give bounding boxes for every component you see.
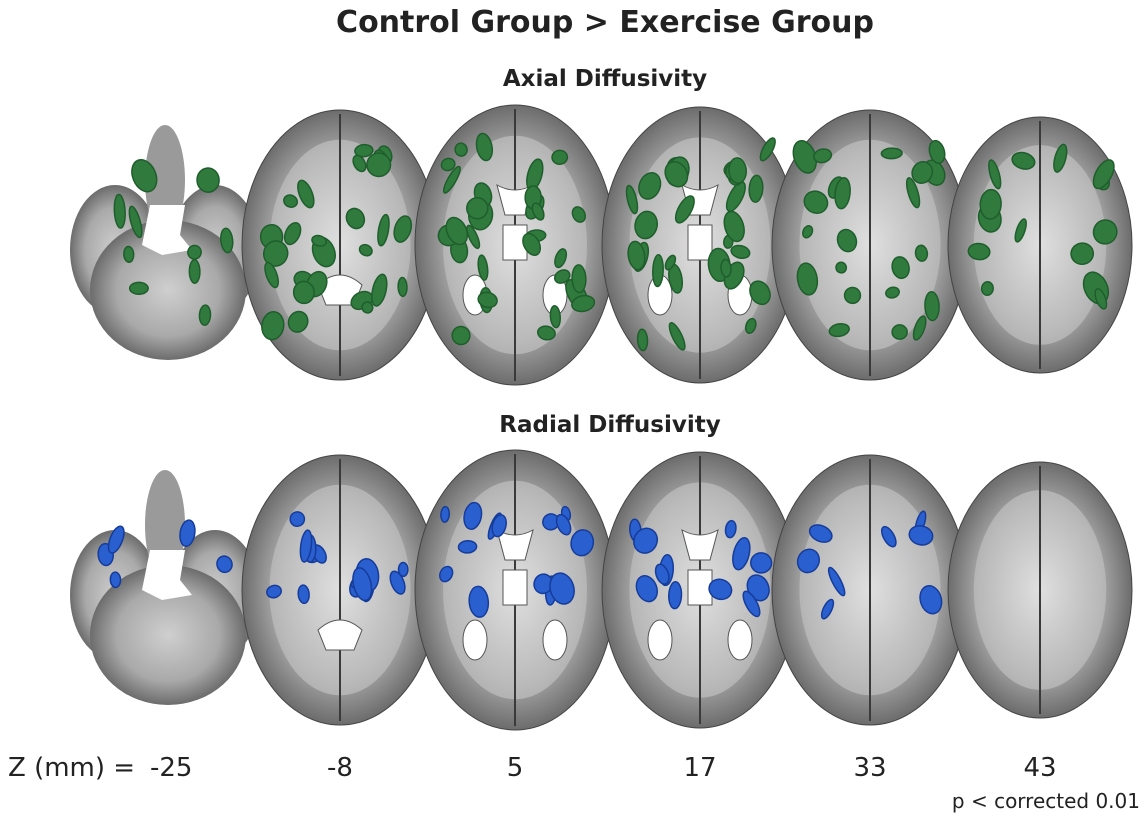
z-value: 43	[1023, 753, 1056, 783]
figure: Control Group > Exercise Group Axial Dif…	[0, 0, 1148, 813]
page: Control Group > Exercise Group Axial Dif…	[0, 0, 1148, 813]
overlay-blob	[130, 282, 149, 294]
z-value: 17	[683, 753, 716, 783]
ventricle	[688, 225, 712, 260]
ventricle	[503, 570, 527, 605]
z-value: 5	[507, 753, 524, 783]
overlay-blob	[981, 281, 994, 295]
z-labels: -25 -8 5 17 33 43	[150, 753, 1057, 783]
panel-label: Radial Diffusivity	[499, 412, 720, 438]
z-value: -25	[150, 753, 192, 783]
z-value: 33	[853, 753, 886, 783]
ventricle	[728, 620, 752, 660]
brain-slice	[772, 455, 968, 725]
overlay-blob	[552, 150, 568, 164]
overlay-blob	[467, 198, 488, 219]
brain-slice	[772, 110, 968, 380]
z-axis-label: Z (mm) =	[8, 753, 135, 783]
overlay-blob	[110, 572, 121, 588]
brain-slice	[70, 470, 260, 705]
overlay-blob	[440, 506, 449, 522]
overlay-blob	[189, 260, 200, 284]
brain-slice	[415, 450, 615, 730]
overlay-blob	[652, 255, 663, 287]
brain-slice	[70, 125, 260, 360]
brain-slice	[242, 110, 438, 380]
overlay-blob	[750, 552, 772, 573]
ventricle	[543, 620, 567, 660]
overlay-blob	[924, 291, 939, 320]
z-value: -8	[327, 753, 353, 783]
figure-title: Control Group > Exercise Group	[336, 5, 874, 40]
overlay-blob	[881, 148, 902, 159]
brain-slice	[242, 455, 438, 725]
ventricle	[648, 620, 672, 660]
brain-slice	[602, 452, 798, 728]
overlay-blob	[293, 281, 315, 304]
brain-slice	[602, 107, 798, 383]
overlay-blob	[844, 287, 861, 303]
overlay-blob	[199, 305, 211, 326]
overlay-blob	[398, 277, 407, 296]
overlay-blob	[720, 259, 731, 277]
overlay-blob	[892, 325, 907, 340]
overlay-blob	[572, 265, 587, 293]
overlay-blob	[123, 246, 134, 262]
brain-slice	[948, 462, 1132, 718]
panel-label: Axial Diffusivity	[503, 66, 707, 92]
brain-slice	[415, 105, 615, 385]
brain-slice	[948, 117, 1132, 373]
ventricle	[463, 620, 487, 660]
overlay-blob	[668, 582, 682, 609]
footnote: p < corrected 0.01	[952, 789, 1140, 813]
ventricle	[318, 620, 362, 650]
overlay-blob	[458, 540, 477, 553]
